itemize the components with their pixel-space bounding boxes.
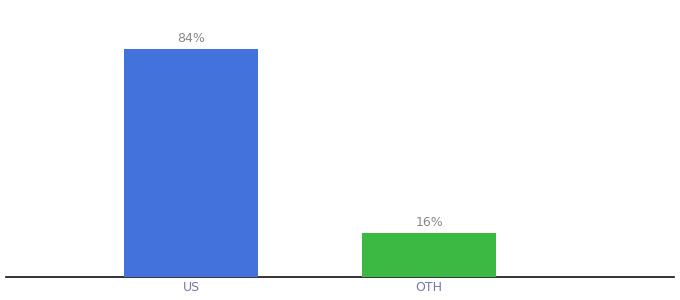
Text: 16%: 16% bbox=[415, 216, 443, 229]
Bar bbox=[362, 233, 496, 277]
Text: 84%: 84% bbox=[177, 32, 205, 45]
Bar bbox=[124, 49, 258, 277]
